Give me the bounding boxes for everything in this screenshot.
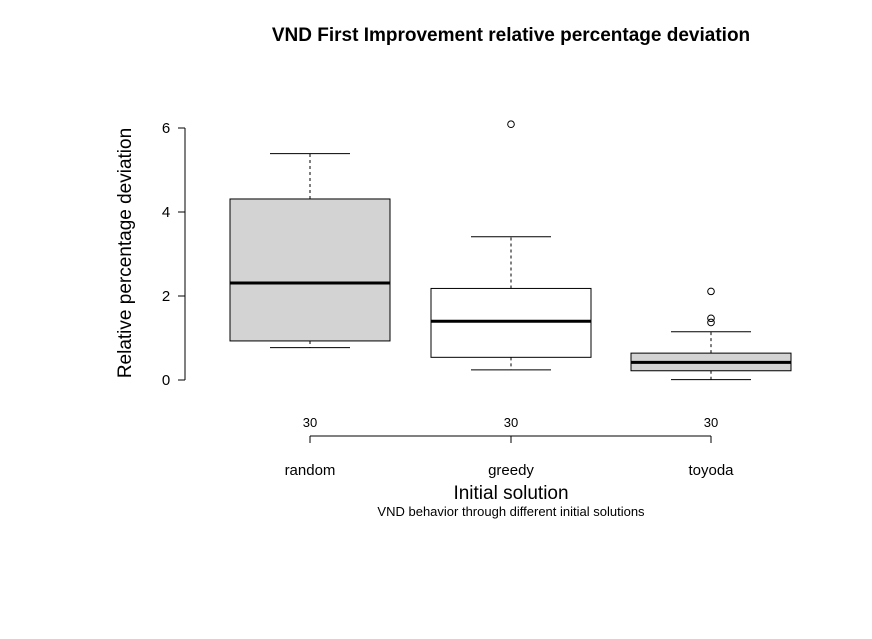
y-tick-label: 6 xyxy=(162,120,170,137)
y-tick-label: 0 xyxy=(162,372,170,389)
outlier-point xyxy=(707,318,715,327)
count-label: 30 xyxy=(704,415,718,430)
chart-subtitle: VND behavior through different initial s… xyxy=(377,504,645,519)
outlier-point xyxy=(507,120,515,129)
box-random xyxy=(229,153,391,349)
chart-title: VND First Improvement relative percentag… xyxy=(272,25,750,46)
y-tick-label: 2 xyxy=(162,288,170,305)
x-axis: 30 random 30 greedy 30 toyoda xyxy=(285,415,735,479)
box-toyoda xyxy=(630,287,792,381)
boxes xyxy=(229,120,792,381)
y-axis-title: Relative percentage deviation xyxy=(115,128,136,378)
x-tick-label: toyoda xyxy=(688,462,734,479)
y-tick-label: 4 xyxy=(162,204,170,221)
x-axis-title: Initial solution xyxy=(453,483,568,504)
box-iqr xyxy=(229,198,391,342)
outlier-point xyxy=(707,287,715,296)
box-greedy xyxy=(430,120,592,371)
x-tick-label: random xyxy=(285,462,336,479)
count-label: 30 xyxy=(303,415,317,430)
count-label: 30 xyxy=(504,415,518,430)
box-iqr xyxy=(430,287,592,358)
outlier-point xyxy=(707,314,715,323)
y-axis: 0 2 4 6 xyxy=(162,120,186,389)
x-tick-label: greedy xyxy=(488,462,534,479)
